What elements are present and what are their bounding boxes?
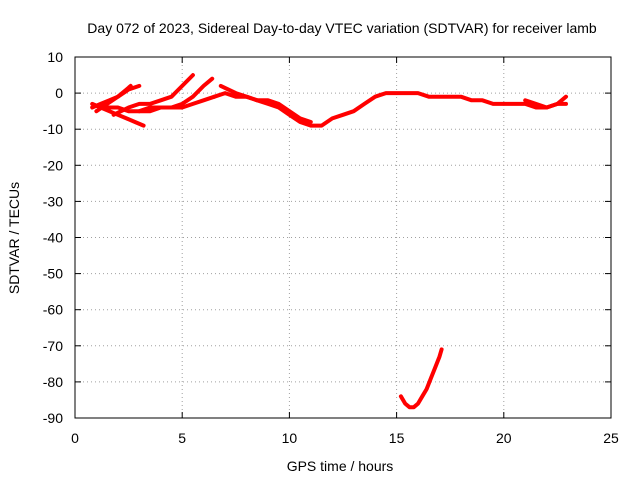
y-tick-label: 0 xyxy=(55,85,63,101)
series-line-track-2 xyxy=(90,83,133,110)
y-tick-label: -20 xyxy=(43,157,63,173)
y-tick-label: -70 xyxy=(43,338,63,354)
x-tick-label: 5 xyxy=(178,430,186,446)
x-tick-label: 25 xyxy=(603,430,619,446)
grid xyxy=(75,57,611,418)
y-tick-label: 10 xyxy=(47,49,63,65)
series-line-track-9 xyxy=(523,94,568,110)
y-tick-label: -90 xyxy=(43,410,63,426)
plot-area xyxy=(74,56,612,419)
x-axis-label: GPS time / hours xyxy=(287,458,394,474)
series-group xyxy=(90,73,568,410)
y-tick-label: -30 xyxy=(43,193,63,209)
x-tick-label: 15 xyxy=(389,430,405,446)
y-tick-label: -80 xyxy=(43,374,63,390)
axis-ticks: 0 5 10 15 20 25 10 0 -10 -20 -30 -40 -50 -60 -70 -80 -90 xyxy=(43,49,619,446)
series-line-track-8 xyxy=(218,83,313,124)
x-tick-label: 20 xyxy=(496,430,512,446)
series-line-track-4 xyxy=(111,73,195,117)
y-tick-label: -40 xyxy=(43,230,63,246)
y-tick-label: -10 xyxy=(43,121,63,137)
y-tick-label: -60 xyxy=(43,302,63,318)
x-tick-label: 10 xyxy=(282,430,298,446)
series-line-track-3 xyxy=(94,83,142,114)
series-line-track-6 xyxy=(105,94,217,114)
y-axis-label: SDTVAR / TECUs xyxy=(6,182,22,294)
chart-title: Day 072 of 2023, Sidereal Day-to-day VTE… xyxy=(87,20,597,36)
series-line-track-10 xyxy=(398,347,444,410)
x-tick-label: 0 xyxy=(71,430,79,446)
series-line-track-7 xyxy=(212,91,568,128)
y-tick-label: -50 xyxy=(43,266,63,282)
